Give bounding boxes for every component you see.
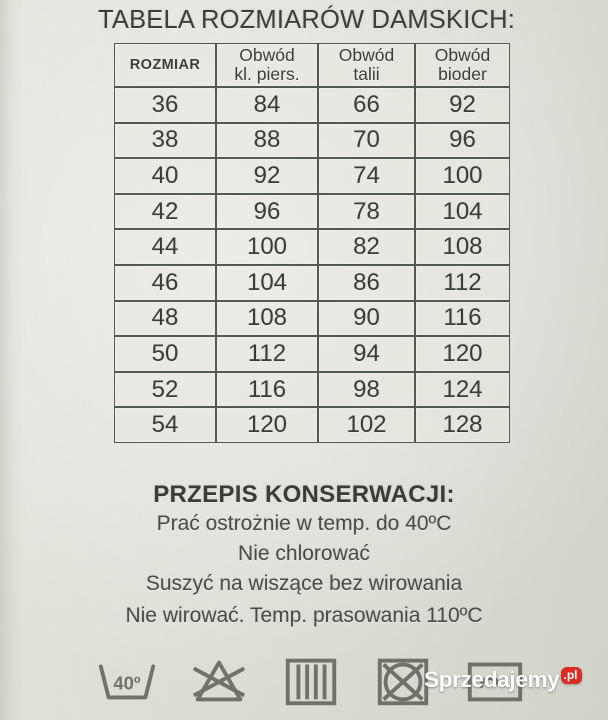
cell-size: 40 [114,158,216,194]
watermark-text: Sprzedajemy [424,667,560,692]
table-row: 38 88 70 96 [114,122,510,159]
cell-waist: 70 [318,122,415,159]
cell-size: 38 [114,122,216,159]
watermark: Sprzedajemy .pl [424,667,582,693]
cell-hips: 128 [415,407,510,443]
table-row: 40 92 74 100 [114,158,510,194]
table-header: ROZMIAR Obwód kl. piers. Obwód talii Obw… [114,43,510,87]
do-not-tumble-dry-icon [372,649,434,711]
cell-waist: 98 [318,371,415,408]
cell-size: 52 [114,371,216,408]
column-header-hips-line1: Obwód [434,45,491,65]
column-header-size-line1: ROZMIAR [129,56,201,73]
table-row: 46 104 86 112 [114,264,510,301]
size-chart-table: ROZMIAR Obwód kl. piers. Obwód talii Obw… [114,43,510,443]
cell-hips: 92 [415,87,510,123]
cell-bust: 100 [216,229,318,265]
cell-size: 48 [114,300,216,337]
cell-bust: 104 [216,264,318,301]
page-title: TABELA ROZMIARÓW DAMSKICH: [98,6,516,34]
cell-hips: 100 [415,158,510,194]
cell-waist: 82 [318,229,415,265]
cell-bust: 116 [216,371,318,408]
column-header-waist-line1: Obwód [338,45,395,65]
cell-hips: 112 [415,264,510,301]
do-not-bleach-icon [188,649,250,711]
column-header-waist: Obwód talii [318,43,415,87]
column-header-bust-line2: kl. piers. [234,64,300,84]
cell-bust: 120 [216,407,318,443]
cell-hips: 124 [415,371,510,408]
column-header-size: ROZMIAR [114,43,216,87]
cell-bust: 112 [216,336,318,372]
iron-icon [464,649,526,711]
column-header-bust-line1: Obwód [239,45,295,65]
cell-bust: 96 [216,193,318,230]
cell-waist: 78 [318,193,415,230]
cell-bust: 84 [216,87,318,123]
cell-waist: 90 [318,300,415,337]
care-line-iron: Nie wirować. Temp. prasowania 110ºC [125,604,483,627]
cell-size: 46 [114,264,216,301]
table-row: 44 100 82 108 [114,229,510,265]
table-header-row: ROZMIAR Obwód kl. piers. Obwód talii Obw… [114,43,510,87]
table-row: 54 120 102 128 [114,407,510,443]
drip-dry-icon [280,649,342,711]
care-line-wash: Prać ostrożnie w temp. do 40ºC [156,512,452,535]
cell-waist: 66 [318,87,415,123]
cell-waist: 94 [318,336,415,372]
cell-hips: 108 [415,229,510,265]
watermark-badge: .pl [560,667,582,684]
cell-bust: 88 [216,122,318,159]
svg-text:40º: 40º [113,673,140,694]
wash-40-icon: 40º [96,649,158,711]
table-row: 50 112 94 120 [114,336,510,372]
cell-hips: 116 [415,300,510,337]
care-symbols-row: 40º [96,645,596,715]
cell-size: 36 [114,87,216,123]
cell-bust: 92 [216,158,318,194]
cell-hips: 120 [415,336,510,372]
table-row: 52 116 98 124 [114,371,510,408]
cell-waist: 102 [318,407,415,443]
cell-size: 54 [114,407,216,443]
table-row: 36 84 66 92 [114,87,510,123]
cell-hips: 104 [415,193,510,230]
cell-waist: 74 [318,158,415,194]
table-row: 42 96 78 104 [114,193,510,230]
column-header-bust: Obwód kl. piers. [216,43,318,87]
care-line-dry: Suszyć na wiszące bez wirowania [145,572,463,595]
column-header-hips-line2: bioder [438,64,487,84]
cell-size: 44 [114,229,216,265]
care-heading: PRZEPIS KONSERWACJI: [153,481,455,508]
cell-size: 42 [114,193,216,230]
column-header-waist-line2: talii [353,64,380,84]
column-header-hips: Obwód bioder [415,43,510,87]
cell-size: 50 [114,336,216,372]
care-line-bleach: Nie chlorować [238,542,370,565]
cell-bust: 108 [216,300,318,337]
cell-waist: 86 [318,264,415,301]
cell-hips: 96 [415,122,510,159]
table-row: 48 108 90 116 [114,300,510,337]
table-body: 36 84 66 92 38 88 70 96 40 92 74 100 42 96 78 104 44 100 8… [114,87,510,443]
